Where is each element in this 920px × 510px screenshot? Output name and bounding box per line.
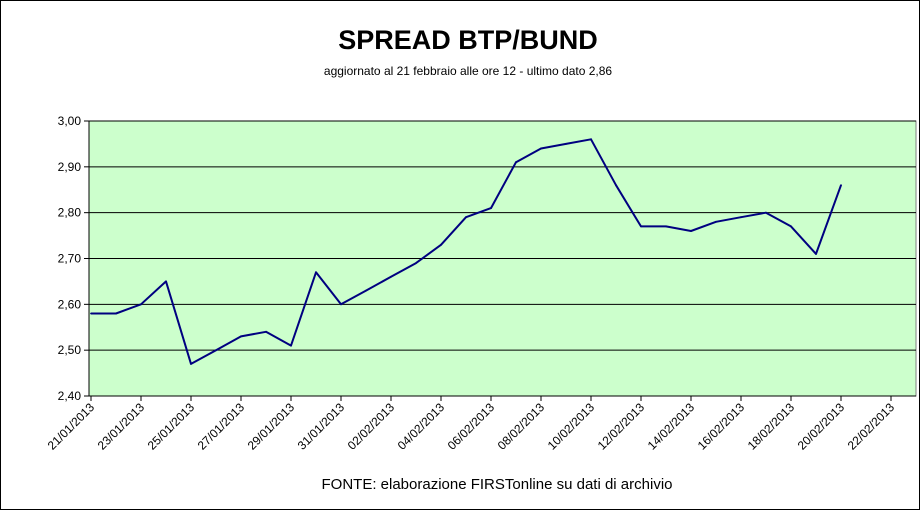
data-point [765,211,767,214]
data-point [365,289,367,292]
data-point [465,216,467,219]
data-point [215,349,217,352]
data-point [290,344,292,347]
x-tick-label: 29/01/2013 [245,400,298,453]
x-tick-label: 06/02/2013 [445,400,498,453]
x-tick-label: 08/02/2013 [495,400,548,453]
data-point [440,243,442,246]
data-point [415,262,417,264]
data-point [840,184,842,187]
x-tick-label: 21/01/2013 [45,400,98,453]
data-point [90,312,92,315]
data-point [515,161,517,164]
data-point [390,275,392,278]
data-point [315,271,317,274]
axes [88,121,916,401]
data-point [790,225,792,228]
gridlines [84,120,916,397]
data-point [140,303,142,306]
y-tick-label: 2,60 [58,297,82,311]
data-point [340,303,342,306]
x-tick-label: 12/02/2013 [595,400,648,453]
x-tick-label: 04/02/2013 [395,400,448,453]
data-point [715,220,717,223]
x-tick-label: 10/02/2013 [545,400,598,453]
data-point [590,138,592,141]
y-tick-label: 2,40 [58,389,82,403]
data-point [540,147,542,150]
x-tick-label: 25/01/2013 [145,400,198,453]
x-tick-label: 22/02/2013 [845,400,898,453]
x-tick-label: 02/02/2013 [345,400,398,453]
y-tick-labels: 2,40 2,50 2,60 2,70 2,80 2,90 3,00 [58,114,82,403]
y-tick-label: 2,90 [58,160,82,174]
data-point [615,184,617,187]
data-point [740,216,742,219]
x-tick-label: 18/02/2013 [745,400,798,453]
chart-source: FONTE: elaborazione FIRSTonline su dati … [322,476,673,493]
x-tick-labels: 21/01/201323/01/201325/01/201327/01/2013… [45,400,898,453]
y-tick-label: 2,70 [58,252,82,266]
data-point [190,363,192,365]
data-point [690,230,692,232]
x-tick-label: 16/02/2013 [695,400,748,453]
data-point [815,253,817,255]
chart-title: SPREAD BTP/BUND [338,25,598,55]
chart-subtitle: aggiornato al 21 febbraio alle ore 12 - … [324,64,613,78]
data-point [240,335,242,338]
data-point [565,143,567,145]
data-point [165,280,167,283]
y-tick-label: 3,00 [58,114,82,128]
x-tick-label: 20/02/2013 [795,400,848,453]
x-tick-label: 14/02/2013 [645,400,698,453]
data-point [640,225,642,228]
data-point [665,225,667,228]
x-tick-label: 31/01/2013 [295,400,348,453]
data-point [115,312,117,315]
x-tick-label: 23/01/2013 [95,400,148,453]
y-tick-label: 2,50 [58,343,82,357]
data-point [490,207,492,210]
data-point [265,330,267,333]
y-tick-label: 2,80 [58,206,82,220]
series-layer [90,138,842,365]
x-tick-label: 27/01/2013 [195,400,248,453]
